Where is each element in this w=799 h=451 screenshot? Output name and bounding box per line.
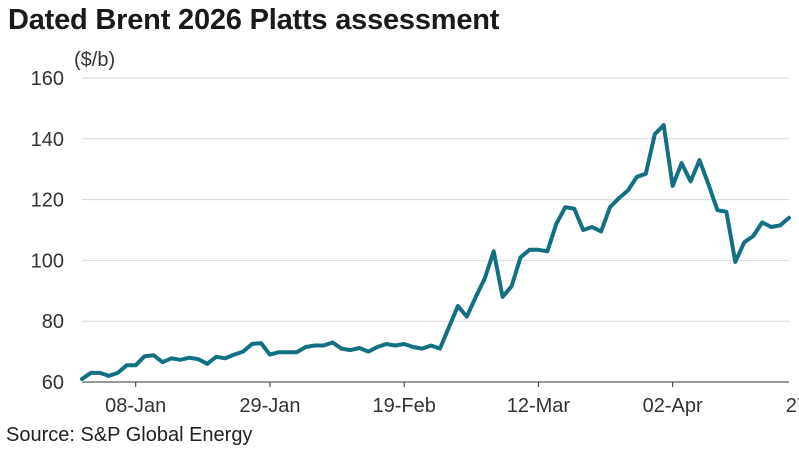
source-note: Source: S&P Global Energy [6,424,253,446]
y-tick-label-120: 120 [31,190,64,212]
gridlines [82,77,789,322]
y-tick-label-80: 80 [42,311,64,333]
x-tick-label: 27-A [786,395,799,417]
y-tick-label-140: 140 [31,129,64,151]
x-tick-label: 29-Jan [239,395,300,417]
x-tick-label: 08-Jan [105,395,166,417]
x-tick-label: 19-Feb [372,395,435,417]
series-line-dated-brent [80,123,791,381]
x-tick-label: 12-Mar [507,395,571,417]
y-axis-unit-label: ($/b) [74,49,115,71]
y-axis-ticks: 60 80 100 120 140 160 [31,68,64,394]
y-tick-label-60: 60 [42,372,64,394]
x-tick-label: 02-Apr [643,395,703,417]
y-tick-label-100: 100 [31,250,64,272]
chart-title: Dated Brent 2026 Platts assessment [8,4,500,36]
x-axis-ticks: 08-Jan 29-Jan 19-Feb 12-Mar 02-Apr 27-A [105,382,799,417]
y-tick-label-160: 160 [31,68,64,90]
